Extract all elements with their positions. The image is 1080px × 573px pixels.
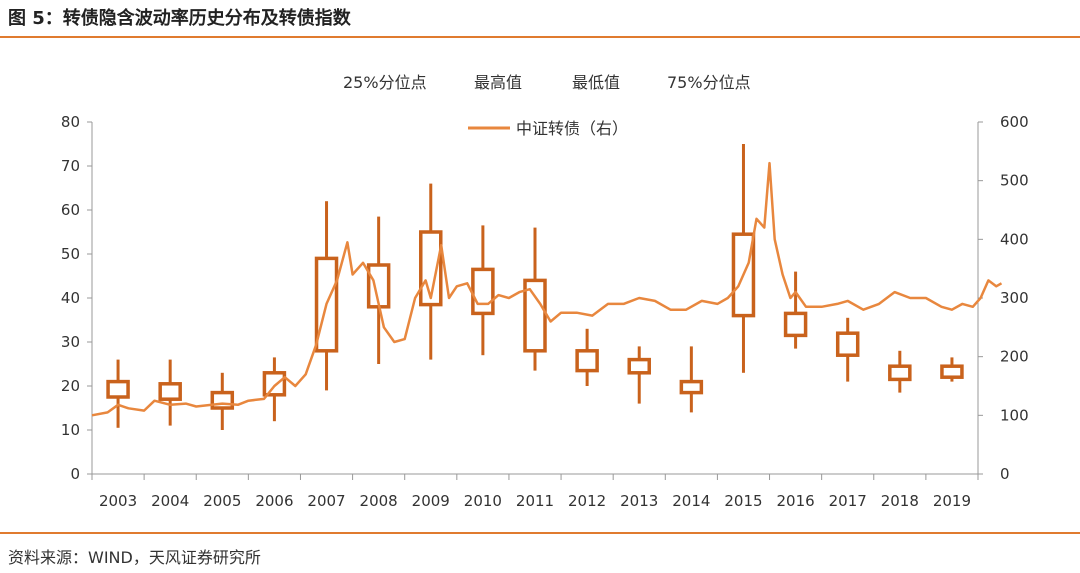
x-tick-label: 2017 bbox=[829, 492, 867, 510]
x-tick-label: 2014 bbox=[672, 492, 710, 510]
legend-top-item: 75%分位点 bbox=[667, 73, 751, 92]
x-tick-label: 2009 bbox=[412, 492, 450, 510]
left-tick-label: 60 bbox=[61, 201, 80, 219]
box-body bbox=[888, 364, 912, 382]
x-tick-label: 2019 bbox=[933, 492, 971, 510]
legend-top: 25%分位点 最高值 最低值 75%分位点 bbox=[343, 73, 751, 92]
bottom-rule bbox=[0, 532, 1080, 534]
left-tick-label: 70 bbox=[61, 157, 80, 175]
x-tick-label: 2005 bbox=[203, 492, 241, 510]
box-body bbox=[679, 379, 704, 395]
box-body bbox=[523, 278, 547, 353]
box-body bbox=[106, 379, 130, 399]
box-body bbox=[627, 357, 651, 375]
left-tick-label: 30 bbox=[61, 333, 80, 351]
left-tick-label: 20 bbox=[61, 377, 80, 395]
box-body bbox=[940, 364, 964, 379]
x-tick-label: 2011 bbox=[516, 492, 554, 510]
right-tick-label: 600 bbox=[1000, 113, 1029, 131]
box-body bbox=[835, 331, 860, 357]
left-tick-label: 80 bbox=[61, 113, 80, 131]
index-line bbox=[91, 161, 1003, 417]
x-tick-label: 2013 bbox=[620, 492, 658, 510]
box-body bbox=[471, 267, 495, 316]
legend-top-item: 最低值 bbox=[572, 73, 620, 92]
legend-top-item: 最高值 bbox=[474, 73, 522, 92]
x-tick-label: 2016 bbox=[776, 492, 814, 510]
left-tick-label: 10 bbox=[61, 421, 80, 439]
right-tick-label: 0 bbox=[1000, 465, 1010, 483]
left-tick-label: 50 bbox=[61, 245, 80, 263]
right-tick-label: 500 bbox=[1000, 172, 1029, 190]
x-tick-label: 2010 bbox=[464, 492, 502, 510]
box-body bbox=[262, 371, 287, 397]
x-tick-label: 2004 bbox=[151, 492, 189, 510]
right-tick-label: 400 bbox=[1000, 230, 1029, 248]
source-note: 资料来源：WIND，天风证券研究所 bbox=[8, 548, 261, 567]
x-tick-label: 2003 bbox=[99, 492, 137, 510]
x-tick-label: 2012 bbox=[568, 492, 606, 510]
top-rule bbox=[0, 36, 1080, 38]
box-series bbox=[106, 144, 964, 430]
x-tick-label: 2006 bbox=[255, 492, 293, 510]
axes: 0 10 20 30 40 50 60 70 80 0 100 200 300 400 500 600 2003… bbox=[61, 113, 1029, 510]
right-tick-label: 100 bbox=[1000, 406, 1029, 424]
legend-top-item: 25%分位点 bbox=[343, 73, 427, 92]
box-body bbox=[158, 382, 182, 401]
x-tick-label: 2007 bbox=[307, 492, 345, 510]
chart-area: 25%分位点 最高值 最低值 75%分位点 中证转债（右） 0 10 20 30 40 50 60… bbox=[61, 73, 1029, 510]
legend-line: 中证转债（右） bbox=[468, 119, 628, 138]
box-body bbox=[575, 349, 599, 373]
right-tick-label: 200 bbox=[1000, 348, 1029, 366]
box-body bbox=[419, 230, 443, 307]
legend-line-label: 中证转债（右） bbox=[516, 119, 628, 138]
left-tick-label: 40 bbox=[61, 289, 80, 307]
x-tick-label: 2008 bbox=[360, 492, 398, 510]
x-tick-label: 2018 bbox=[881, 492, 919, 510]
figure-title: 图 5：转债隐含波动率历史分布及转债指数 bbox=[8, 8, 351, 29]
right-tick-label: 300 bbox=[1000, 289, 1029, 307]
box-body bbox=[210, 390, 235, 410]
x-tick-label: 2015 bbox=[724, 492, 762, 510]
left-tick-label: 0 bbox=[70, 465, 80, 483]
line-series bbox=[91, 161, 1003, 417]
box-body bbox=[783, 311, 808, 338]
